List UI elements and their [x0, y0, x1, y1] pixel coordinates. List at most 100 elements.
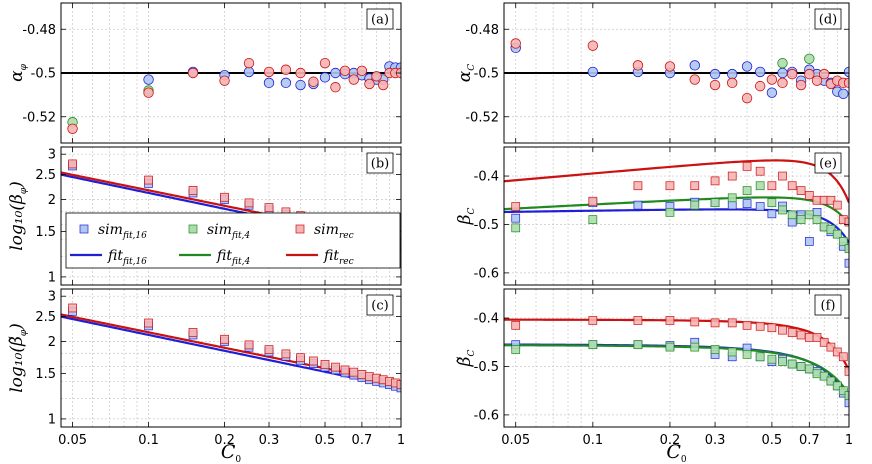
- point-sim_rec-e: [665, 181, 675, 191]
- point-sim_rec-e: [804, 191, 814, 200]
- point-sim_rec-c: [244, 340, 254, 350]
- legend-label-main-fit4: fit: [216, 248, 232, 264]
- point-sim_fit4-e: [778, 205, 787, 215]
- point-sim_rec-e: [588, 196, 598, 206]
- y-axis-label-end-b: ): [7, 181, 27, 189]
- point-sim_fit4-f: [787, 359, 797, 369]
- point-sim_rec-a: [348, 74, 359, 85]
- point-sim_rec-a: [356, 65, 368, 77]
- point-sim_rec-d: [777, 77, 788, 89]
- point-sim_rec-a: [377, 79, 389, 91]
- point-sim_rec-e: [844, 217, 849, 227]
- y-axis-label-sub-c: φ: [19, 329, 29, 336]
- point-sim_rec-e: [826, 195, 836, 205]
- y-tick-label-b: 3: [48, 148, 56, 163]
- y-axis-label-end-c: ): [7, 323, 27, 331]
- legend-label-main-sim_rec: sim: [314, 222, 339, 238]
- point-sim_fit16-d: [766, 87, 778, 98]
- point-sim_rec-e: [755, 166, 765, 176]
- legend-label-fitrec: fitrec: [323, 248, 354, 267]
- point-sim_fit4-f: [819, 371, 829, 381]
- point-sim_rec-a: [67, 123, 78, 134]
- legend-label-fit4: fitfit,4: [216, 248, 250, 267]
- point-sim_fit4-e: [787, 210, 797, 220]
- point-sim_rec-d: [632, 60, 644, 71]
- y-tick-label-f: -0.5: [474, 360, 499, 375]
- point-sim_fit4-f: [838, 386, 848, 396]
- point-sim_fit16-a: [263, 77, 275, 89]
- point-sim_fit4-e: [665, 208, 675, 217]
- point-sim_fit16-d: [727, 68, 738, 80]
- y-tick-label-a: -0.52: [22, 110, 56, 125]
- point-sim_fit4-f: [844, 391, 849, 400]
- point-sim_fit4-f: [727, 347, 737, 357]
- point-sim_rec-f: [832, 347, 842, 357]
- y-tick-label-b: 1: [48, 270, 56, 285]
- x-tick-label-c: 0.3: [259, 433, 280, 448]
- point-sim_fit4-e: [727, 193, 737, 203]
- panel-c: 1 1.5 2 2.5 3 log₁₀(β̃φ) (c): [7, 288, 402, 428]
- point-sim_fit4-f: [804, 364, 814, 374]
- panel-label-c: (c): [371, 299, 388, 314]
- legend-marker-sim_rec: [295, 224, 305, 234]
- point-sim_fit4-f: [826, 376, 836, 386]
- point-sim_rec-a: [295, 67, 306, 79]
- point-sim_fit16-d: [777, 67, 788, 79]
- point-sim_fit4-f: [796, 362, 806, 371]
- point-sim_rec-f: [511, 320, 521, 330]
- panel-label-box-f: [814, 294, 842, 316]
- point-sim_fit16-a: [143, 74, 154, 85]
- legend-marker-sim_fit4: [188, 224, 198, 234]
- point-sim_rec-e: [690, 181, 700, 191]
- point-sim_fit4-d: [804, 53, 815, 64]
- point-sim_fit16-d: [843, 66, 849, 78]
- plot-area-d: [504, 38, 849, 104]
- x-axis-label-c: C0: [221, 441, 242, 464]
- x-tick-label-f: 0.5: [762, 433, 783, 448]
- point-sim_rec-a: [187, 67, 199, 79]
- point-sim_rec-d: [811, 75, 823, 86]
- y-tick-label-b: 2: [48, 193, 56, 208]
- point-sim_rec-d: [709, 79, 721, 91]
- legend-label-sub-fitrec: rec: [339, 257, 354, 267]
- legend-label-main-sim_fit4: sim: [207, 222, 232, 238]
- y-tick-label-a: -0.5: [31, 67, 56, 82]
- y-axis-label-sub-e: C: [467, 208, 477, 215]
- x-tick-label-f: 0.3: [705, 433, 726, 448]
- point-sim_fit16-e: [844, 258, 849, 268]
- x-axis-label-main-c: C: [221, 441, 236, 463]
- point-sim_fit4-f: [633, 340, 643, 350]
- point-sim_rec-a: [143, 87, 154, 98]
- y-axis-label-main-f: β̃: [455, 356, 475, 367]
- legend-box: [65, 212, 401, 269]
- point-sim_rec-d: [818, 68, 830, 80]
- y-tick-label-b: 2.5: [35, 168, 56, 183]
- point-sim_fit4-e: [832, 229, 842, 239]
- y-axis-label-f: β̃C: [455, 350, 477, 368]
- point-sim_rec-f: [838, 352, 848, 362]
- legend-label-sub-sim_fit4: fit,4: [231, 231, 250, 241]
- legend-label-sub-sim_rec: rec: [339, 231, 354, 241]
- point-sim_fit16-a: [295, 79, 306, 91]
- panel-label-box-d: [814, 8, 842, 30]
- point-sim_fit4-e: [767, 198, 777, 208]
- fit-line-fit16-f: [504, 343, 849, 400]
- point-sim_rec-f: [690, 317, 700, 327]
- y-tick-label-a: -0.48: [22, 23, 56, 38]
- point-sim_rec-f: [819, 337, 829, 347]
- point-sim_rec-d: [727, 77, 738, 89]
- fit-line-fit4-f: [504, 344, 849, 396]
- point-sim_fit4-e: [812, 215, 822, 224]
- y-axis-label-sub-d: C: [467, 64, 477, 71]
- plot-area-a: [61, 57, 401, 134]
- point-sim_rec-d: [766, 74, 778, 85]
- panel-label-a: (a): [371, 13, 389, 28]
- point-sim_rec-d: [664, 61, 676, 72]
- point-sim_fit4-e: [838, 237, 848, 246]
- point-sim_fit4-f: [778, 357, 787, 366]
- fit-line-fitrec-f: [504, 318, 849, 371]
- point-sim_fit4-e: [755, 181, 765, 191]
- y-axis-label-sub-a: φ: [19, 63, 29, 70]
- point-sim_rec-f: [844, 366, 849, 376]
